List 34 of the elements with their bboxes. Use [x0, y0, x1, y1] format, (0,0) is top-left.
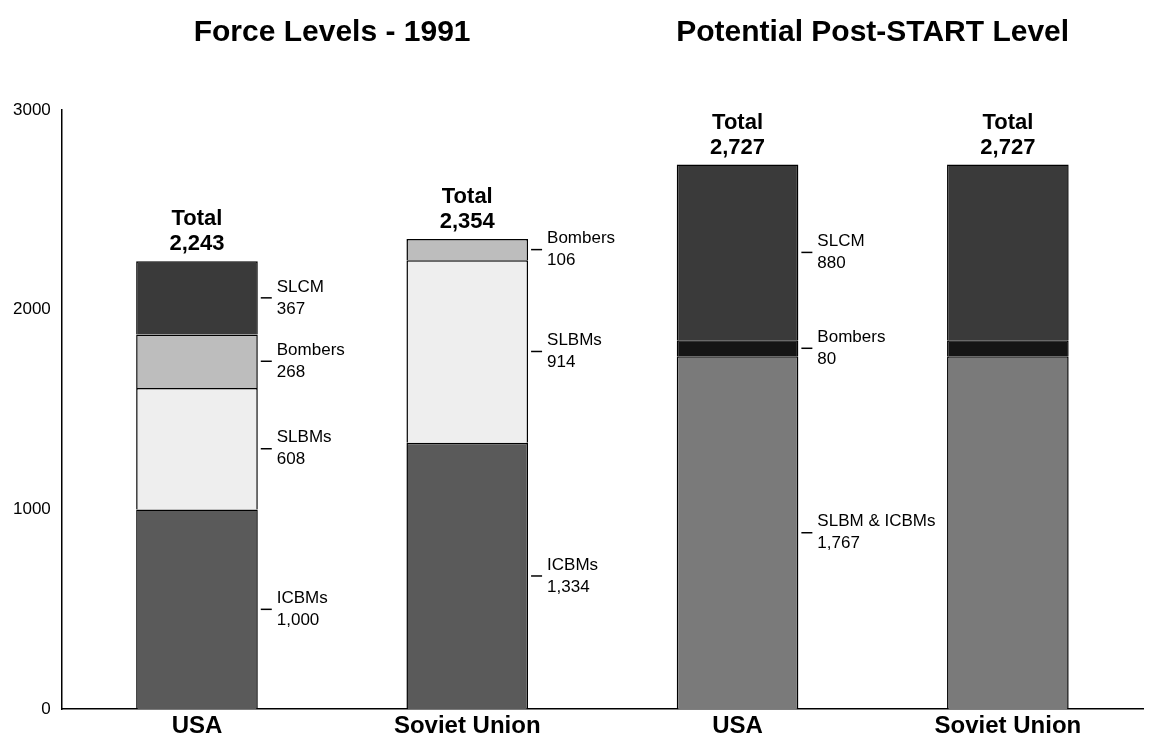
total-label: Total 2,727: [980, 108, 1036, 159]
data-label: 268: [276, 361, 306, 381]
x-tick-label: USA: [712, 711, 763, 739]
data-label: 1,767: [817, 533, 860, 553]
y-tick-label: 2000: [12, 299, 51, 319]
total-label: Total 2,243: [169, 205, 225, 256]
series-label: SLBMs: [276, 427, 332, 447]
y-tick-label: 0: [41, 698, 51, 718]
x-tick-label: Soviet Union: [393, 711, 541, 739]
chart-subtitle: Potential Post-START Level: [676, 14, 1070, 48]
series-label: SLBM & ICBMs: [817, 511, 936, 531]
data-label: 106: [547, 250, 576, 270]
x-tick-label: USA: [171, 711, 223, 739]
data-label: 1,000: [276, 610, 320, 630]
total-label: Total 2,727: [710, 108, 766, 159]
y-tick-label: 3000: [12, 99, 51, 119]
data-label: 80: [817, 348, 837, 368]
data-label: 914: [547, 352, 576, 372]
text: Bombers: [547, 228, 616, 248]
total-label: Total 2,354: [439, 183, 496, 234]
series-label: Bombers: [276, 339, 345, 359]
data-label: 1,334: [547, 576, 590, 596]
chart-title: Force Levels - 1991: [193, 14, 471, 48]
text: ICBMs: [547, 554, 599, 574]
data-label: 608: [276, 449, 306, 469]
x-tick-label: Soviet Union: [934, 711, 1082, 739]
text: Bombers: [817, 326, 886, 346]
series-label: ICBMs: [276, 588, 328, 608]
text: SLBMs: [547, 330, 602, 350]
y-tick-label: 1000: [12, 499, 51, 519]
text: SLCM: [817, 231, 865, 251]
data-label: 367: [276, 298, 306, 318]
data-label: 880: [817, 253, 846, 273]
series-label: SLCM: [276, 276, 325, 296]
